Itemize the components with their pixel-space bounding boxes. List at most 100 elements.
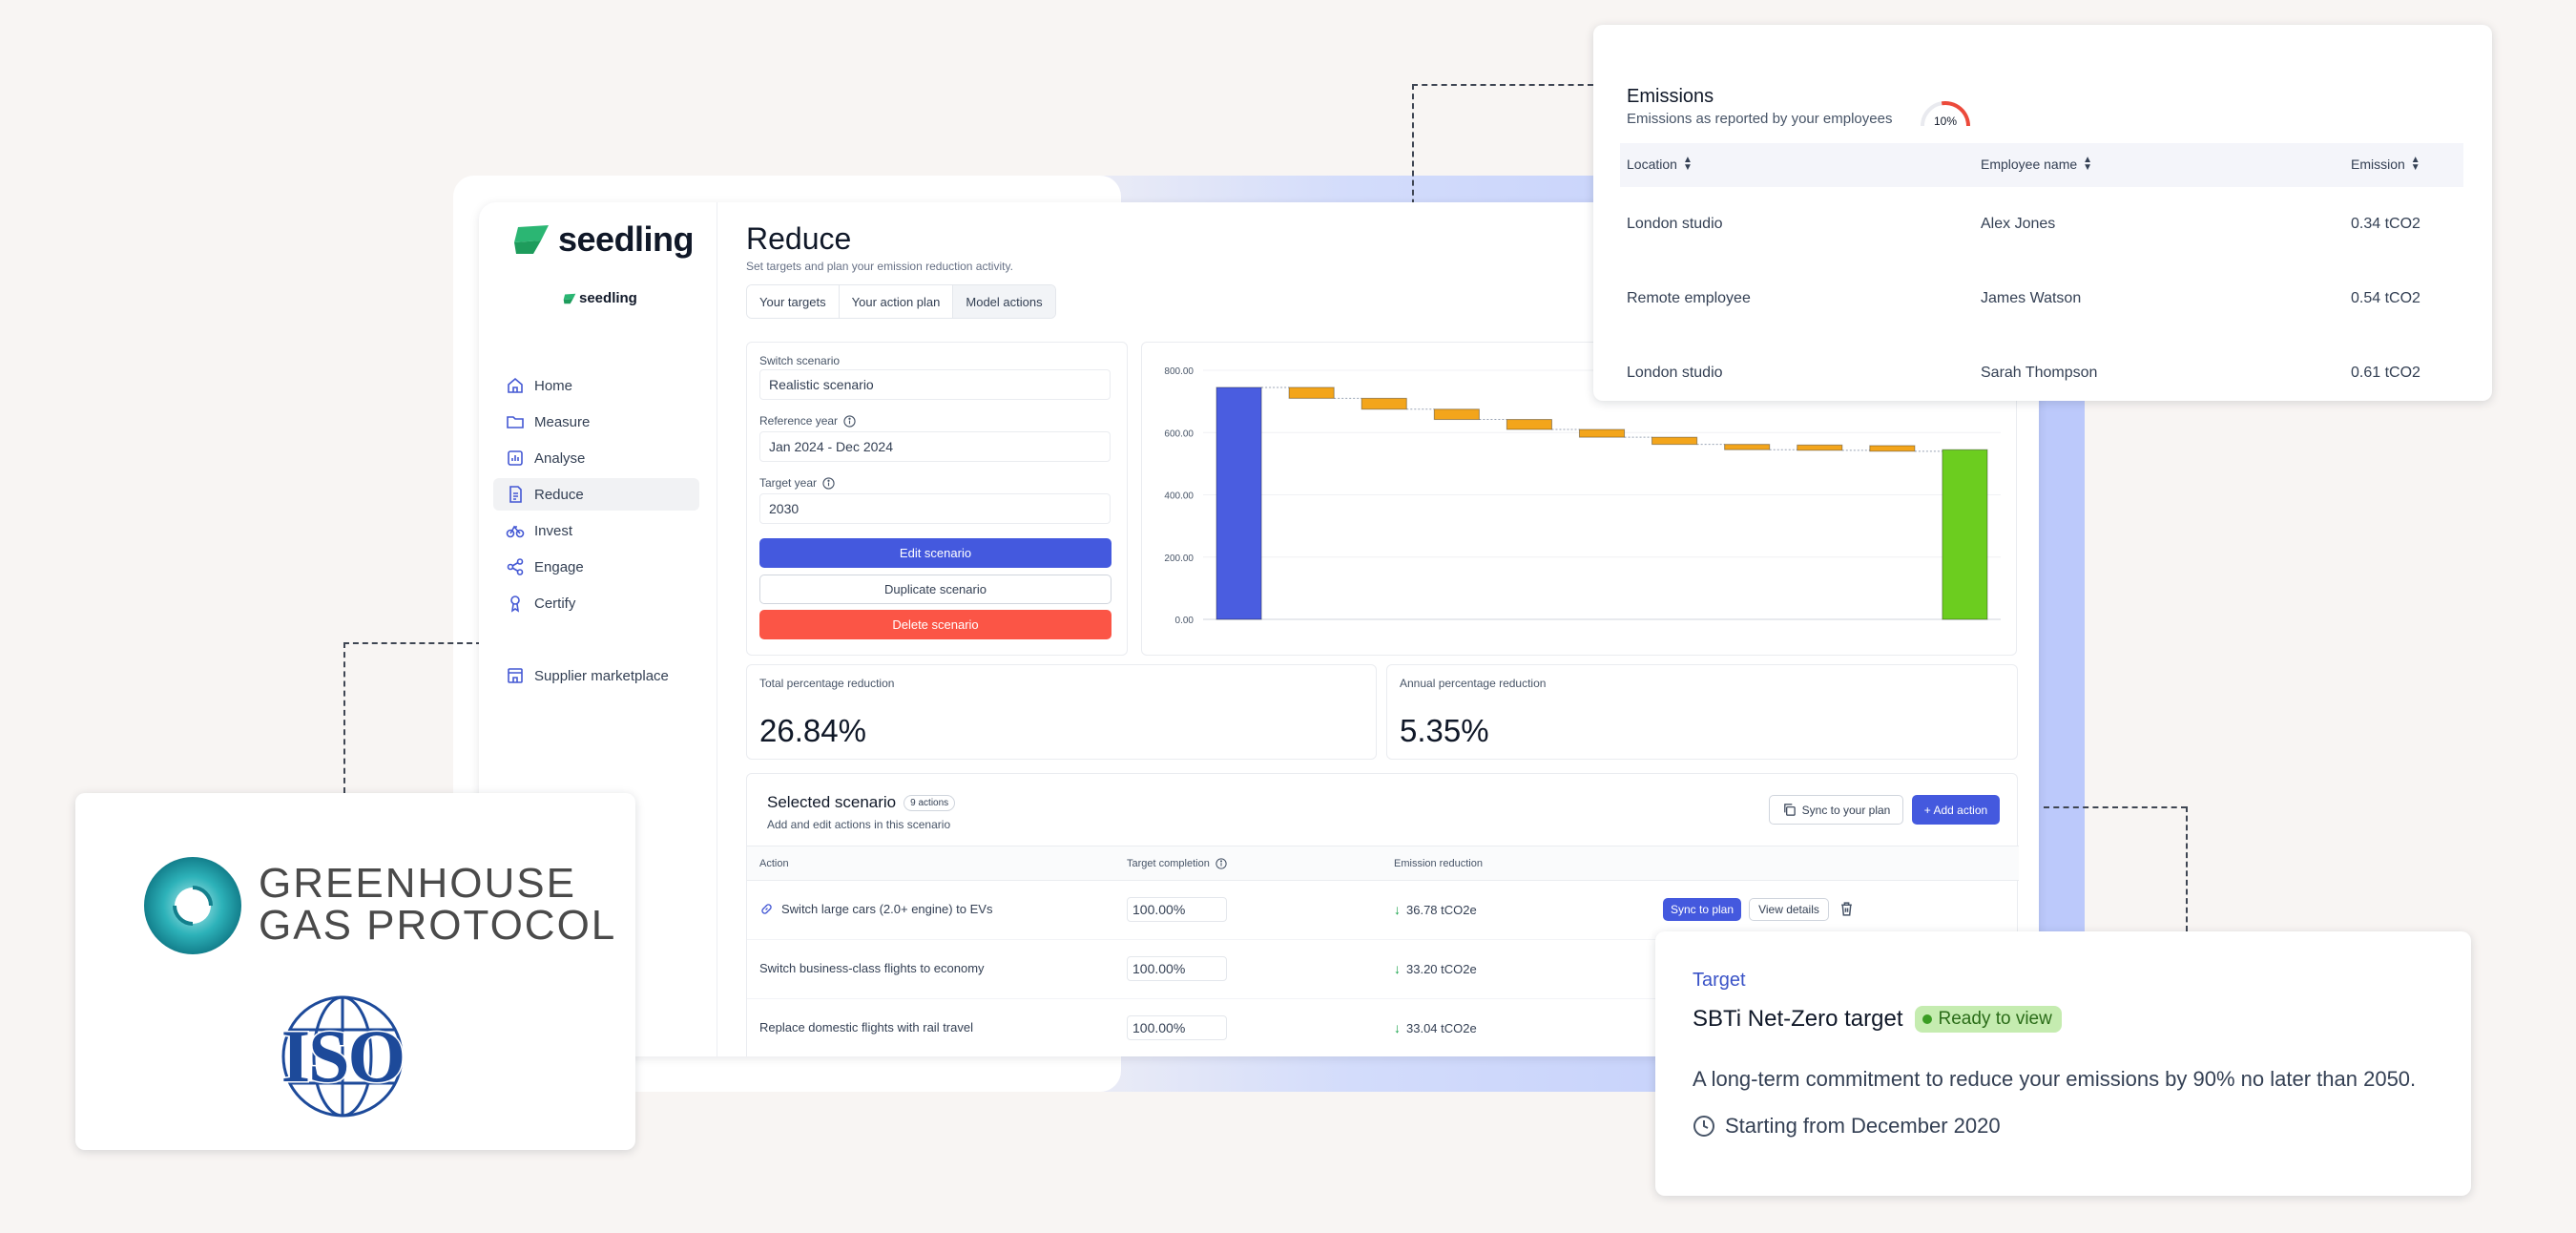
column-header-employee-name[interactable]: Employee name ▲ ▼ — [1981, 155, 2093, 173]
info-icon[interactable] — [843, 414, 856, 428]
action-name: Switch business-class flights to economy — [759, 961, 985, 975]
column-header-emission-label: Emission — [2351, 157, 2405, 172]
bicycle-icon — [506, 525, 525, 538]
analyse-icon — [508, 450, 523, 466]
trash-icon[interactable] — [1839, 901, 1855, 917]
tab-your-action-plan[interactable]: Your action plan — [839, 285, 954, 318]
waterfall-bar-step[interactable] — [1433, 408, 1480, 421]
waterfall-bar-step[interactable] — [1652, 436, 1698, 446]
status-badge: Ready to view — [1914, 1006, 2062, 1033]
leaf-logo-icon — [514, 225, 549, 254]
emissions-title: Emissions — [1627, 86, 1714, 107]
add-action-button[interactable]: + Add action — [1912, 795, 2000, 825]
reference-year-label-text: Reference year — [759, 414, 839, 428]
tab-your-targets[interactable]: Your targets — [747, 285, 840, 318]
sort-icon: ▲ ▼ — [1682, 155, 1693, 173]
location-cell: London studio — [1627, 216, 1723, 232]
target-completion-input[interactable]: 100.00% — [1127, 1015, 1227, 1040]
greenhouse-gas-protocol-logo-icon — [144, 857, 241, 954]
info-icon[interactable] — [1215, 858, 1227, 869]
arrow-down-icon: ↓ — [1394, 961, 1401, 976]
ghg-line-1: GREENHOUSE — [259, 860, 576, 907]
store-icon — [508, 668, 523, 683]
nav-label: Home — [534, 377, 573, 394]
waterfall-bar-step[interactable] — [1869, 445, 1916, 452]
duplicate-scenario-button[interactable]: Duplicate scenario — [759, 575, 1111, 604]
scenario-form-card: Switch scenario Realistic scenario Refer… — [746, 342, 1128, 656]
switch-scenario-label-text: Switch scenario — [759, 354, 841, 367]
waterfall-bar-step[interactable] — [1724, 444, 1771, 450]
brand-logo[interactable]: seedling — [512, 219, 695, 260]
waterfall-bar-step[interactable] — [1506, 419, 1552, 430]
ghg-line-2: GAS PROTOCOL — [259, 902, 617, 949]
iso-wordmark: ISO — [280, 1014, 406, 1097]
target-year-label-text: Target year — [759, 476, 818, 490]
nav-item-measure[interactable]: Measure — [493, 406, 699, 438]
nav-item-supplier-marketplace[interactable]: Supplier marketplace — [493, 659, 699, 692]
gauge-arc — [1921, 101, 1970, 127]
sync-to-your-plan-label: Sync to your plan — [1801, 803, 1891, 817]
target-completion-input[interactable]: 100.00% — [1127, 897, 1227, 922]
share-icon — [507, 558, 524, 575]
nav-label: Supplier marketplace — [534, 667, 669, 684]
waterfall-bar-step[interactable] — [1797, 444, 1843, 451]
column-header-location[interactable]: Location ▲ ▼ — [1627, 155, 1693, 173]
emission-reduction-value: 33.20 tCO2e — [1406, 961, 1477, 976]
target-year-input[interactable]: 2030 — [759, 493, 1111, 524]
emission-cell: 0.34 tCO2 — [2351, 216, 2420, 232]
column-header-emission[interactable]: Emission ▲ ▼ — [2351, 155, 2420, 173]
info-icon[interactable] — [822, 476, 835, 490]
actions-count-badge: 9 actions — [904, 794, 956, 811]
home-icon — [508, 377, 523, 393]
connector-line — [1412, 84, 1593, 86]
target-year-label: Target year — [759, 476, 835, 490]
nav-item-certify[interactable]: Certify — [493, 587, 699, 619]
emissions-subtitle: Emissions as reported by your employees — [1627, 111, 1893, 127]
sort-icon: ▲ ▼ — [2083, 155, 2093, 173]
link-icon[interactable] — [759, 902, 774, 916]
total-reduction-label: Total percentage reduction — [759, 677, 895, 690]
emissions-table-header: Location ▲ ▼ Employee name ▲ ▼ Emission ▲ ▼ — [1620, 143, 2463, 187]
reference-year-input[interactable]: Jan 2024 - Dec 2024 — [759, 431, 1111, 462]
target-description: A long-term commitment to reduce your em… — [1693, 1067, 2417, 1091]
nav-item-analyse[interactable]: Analyse — [493, 442, 699, 474]
switch-scenario-select[interactable]: Realistic scenario — [759, 369, 1111, 400]
waterfall-bar-end[interactable] — [1942, 449, 1988, 620]
brand-logo-small: seedling — [563, 290, 637, 306]
connector-line — [343, 642, 345, 793]
column-header-target-completion: Target completion — [1127, 858, 1227, 869]
y-tick-label: 800.00 — [1164, 366, 1194, 377]
sync-to-plan-button[interactable]: Sync to plan — [1663, 898, 1741, 921]
action-cell: Switch large cars (2.0+ engine) to EVs — [759, 902, 992, 916]
waterfall-bar-step[interactable] — [1578, 428, 1626, 438]
arrow-down-icon: ↓ — [1394, 902, 1401, 917]
view-details-button[interactable]: View details — [1749, 898, 1829, 921]
target-completion-input[interactable]: 100.00% — [1127, 956, 1227, 981]
employee-name-cell: Alex Jones — [1981, 216, 2056, 232]
tab-model-actions[interactable]: Model actions — [953, 285, 1055, 318]
sort-icon: ▲ ▼ — [2410, 155, 2420, 173]
total-reduction-card: Total percentage reduction 26.84% — [746, 664, 1377, 760]
waterfall-bar-step[interactable] — [1288, 387, 1335, 399]
nav-item-reduce[interactable]: Reduce — [493, 478, 699, 511]
nav-item-engage[interactable]: Engage — [493, 551, 699, 583]
emission-reduction-cell: ↓ 33.04 tCO2e — [1394, 1020, 1477, 1035]
award-icon — [510, 596, 520, 613]
nav-label: Measure — [534, 413, 591, 430]
reduction-chart-card: 0.00 200.00 400.00 600.00 800.00 — [1141, 342, 2017, 656]
annual-reduction-label: Annual percentage reduction — [1400, 677, 1547, 690]
waterfall-bar-start[interactable] — [1215, 387, 1262, 620]
edit-scenario-button[interactable]: Edit scenario — [759, 538, 1111, 568]
connector-line — [343, 642, 482, 644]
waterfall-bar-step[interactable] — [1361, 397, 1407, 410]
sync-to-your-plan-button[interactable]: Sync to your plan — [1769, 795, 1903, 825]
switch-scenario-label: Switch scenario — [759, 354, 840, 367]
action-cell: Replace domestic flights with rail trave… — [759, 1020, 973, 1034]
annual-reduction-card: Annual percentage reduction 5.35% — [1386, 664, 2018, 760]
document-icon — [509, 486, 522, 503]
annual-reduction-value: 5.35% — [1400, 713, 1489, 748]
nav-item-invest[interactable]: Invest — [493, 514, 699, 547]
nav-item-home[interactable]: Home — [493, 369, 699, 402]
delete-scenario-button[interactable]: Delete scenario — [759, 610, 1111, 639]
app-window: seedling seedling Home Measure Analyse R… — [479, 202, 2039, 1056]
